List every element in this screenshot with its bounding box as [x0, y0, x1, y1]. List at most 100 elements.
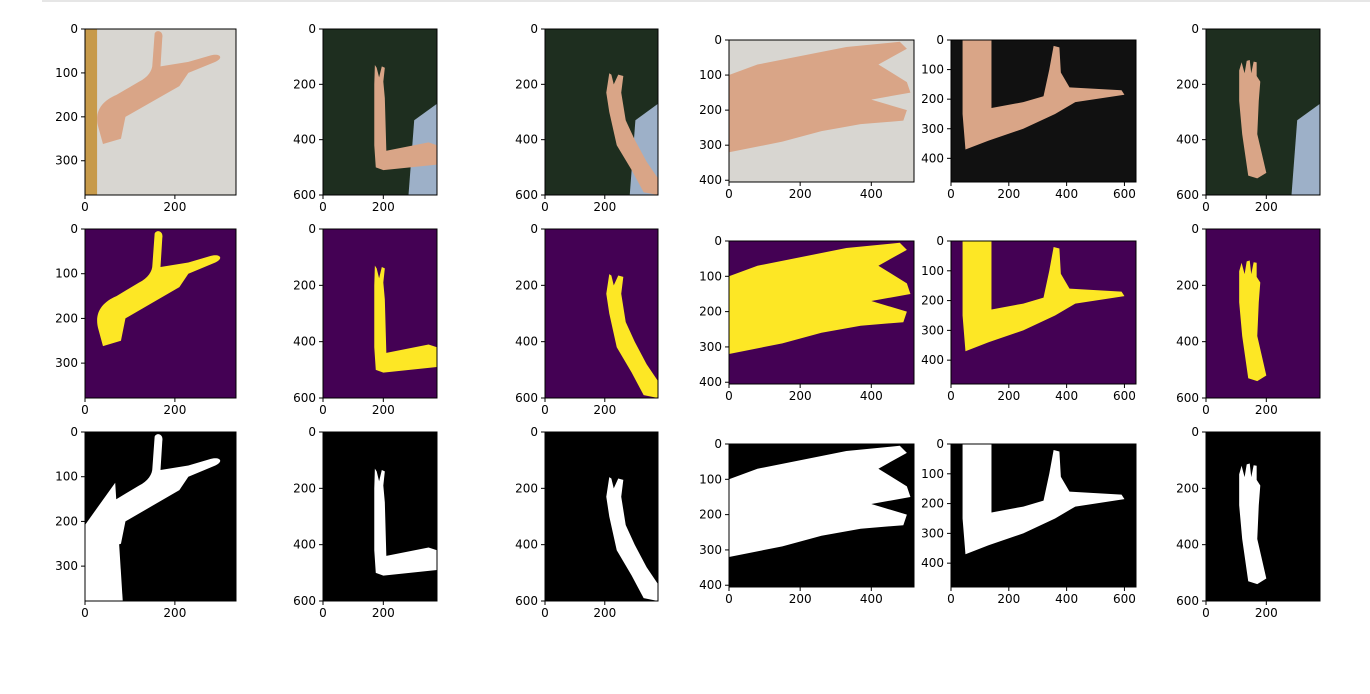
y-tick-label: 0 — [530, 425, 538, 439]
x-tick-label: 0 — [947, 592, 955, 606]
y-tick-label: 200 — [55, 514, 78, 528]
x-tick-label: 600 — [1113, 592, 1136, 606]
y-tick-label: 0 — [530, 222, 538, 236]
x-tick-label: 200 — [1255, 606, 1278, 620]
x-tick-label: 200 — [593, 200, 616, 214]
y-tick-label: 0 — [936, 437, 944, 451]
x-tick-label: 400 — [860, 389, 883, 403]
y-tick-label: 0 — [714, 33, 722, 47]
x-tick-label: 200 — [997, 592, 1020, 606]
y-tick-label: 0 — [1191, 425, 1199, 439]
x-tick-label: 0 — [319, 403, 327, 417]
binary-mask-axes-frame-1 — [84, 431, 237, 602]
y-tick-label: 400 — [1176, 335, 1199, 349]
binary-mask-axes-frame-5 — [950, 443, 1137, 588]
photo-axes-frame-2 — [322, 28, 438, 196]
x-tick-label: 400 — [1055, 187, 1078, 201]
x-tick-label: 0 — [725, 187, 733, 201]
y-tick-label: 200 — [293, 77, 316, 91]
photo-panel-1: 0 200 0 100 200 300 — [55, 22, 237, 214]
y-tick-label: 0 — [714, 437, 722, 451]
y-tick-label: 600 — [293, 391, 316, 405]
y-tick-label: 200 — [55, 110, 78, 124]
photo-axes-frame-3 — [544, 28, 659, 196]
x-tick-label: 0 — [947, 389, 955, 403]
y-tick-label: 300 — [921, 122, 944, 136]
y-tick-label: 400 — [293, 335, 316, 349]
binary-mask-axes-frame-4 — [728, 443, 915, 588]
x-tick-label: 0 — [541, 606, 549, 620]
photo-axes-frame-1 — [84, 28, 237, 196]
segmentation-mask-axes-frame-2 — [322, 228, 438, 399]
segmentation-mask-panel-6: 0 200 0 200 400 600 — [1176, 222, 1321, 417]
y-tick-label: 300 — [921, 323, 944, 337]
x-tick-label: 0 — [319, 606, 327, 620]
y-tick-label: 200 — [699, 508, 722, 522]
segmentation-mask-hand-shape-3 — [606, 274, 658, 398]
binary-mask-axes-frame-3 — [544, 431, 659, 602]
x-tick-label: 0 — [1202, 606, 1210, 620]
x-tick-label: 0 — [541, 403, 549, 417]
x-tick-label: 0 — [1202, 403, 1210, 417]
y-tick-label: 200 — [293, 278, 316, 292]
y-tick-label: 200 — [921, 92, 944, 106]
x-tick-label: 200 — [372, 200, 395, 214]
y-tick-label: 0 — [70, 222, 78, 236]
x-tick-label: 200 — [593, 403, 616, 417]
x-tick-label: 200 — [997, 389, 1020, 403]
y-tick-label: 0 — [70, 22, 78, 36]
x-tick-label: 0 — [319, 200, 327, 214]
x-tick-label: 0 — [725, 592, 733, 606]
segmentation-mask-hand-shape-2 — [374, 265, 437, 373]
y-tick-label: 0 — [308, 425, 316, 439]
binary-mask-hand-shape-1 — [97, 434, 221, 550]
y-tick-label: 100 — [921, 63, 944, 77]
photo-panel-5: 0 200 400 600 0 100 200 300 400 — [921, 33, 1137, 201]
y-tick-label: 400 — [293, 538, 316, 552]
x-tick-label: 200 — [372, 606, 395, 620]
y-tick-label: 300 — [699, 138, 722, 152]
x-tick-label: 400 — [860, 592, 883, 606]
x-tick-label: 0 — [81, 606, 89, 620]
y-tick-label: 200 — [55, 311, 78, 325]
x-tick-label: 200 — [372, 403, 395, 417]
segmentation-mask-axes-frame-6 — [1205, 228, 1321, 399]
y-tick-label: 300 — [699, 543, 722, 557]
y-tick-label: 0 — [530, 22, 538, 36]
photo-hand-shape-6 — [1239, 59, 1267, 179]
x-tick-label: 0 — [81, 403, 89, 417]
x-tick-label: 0 — [725, 389, 733, 403]
y-tick-label: 300 — [55, 356, 78, 370]
y-tick-label: 400 — [515, 538, 538, 552]
x-tick-label: 400 — [1055, 592, 1078, 606]
x-tick-label: 200 — [997, 187, 1020, 201]
y-tick-label: 600 — [293, 594, 316, 608]
y-tick-label: 400 — [699, 578, 722, 592]
binary-mask-axes-frame-6 — [1205, 431, 1321, 602]
y-tick-label: 300 — [699, 340, 722, 354]
y-tick-label: 200 — [515, 481, 538, 495]
x-tick-label: 200 — [789, 389, 812, 403]
binary-mask-hand-shape-6 — [1239, 463, 1267, 585]
photo-hand-shape-1 — [97, 31, 221, 145]
y-tick-label: 200 — [1176, 77, 1199, 91]
shirt-sleeve — [1291, 103, 1320, 195]
photo-hand-shape-2 — [374, 64, 437, 171]
y-tick-label: 0 — [308, 22, 316, 36]
binary-mask-hand-shape-3 — [606, 477, 658, 601]
binary-mask-panel-2: 0 200 0 200 400 600 — [293, 425, 438, 620]
y-tick-label: 400 — [1176, 538, 1199, 552]
y-tick-label: 100 — [55, 470, 78, 484]
y-tick-label: 200 — [921, 294, 944, 308]
segmentation-mask-axes-frame-1 — [84, 228, 237, 399]
segmentation-mask-axes-frame-5 — [950, 240, 1137, 385]
binary-mask-hand-shape-2 — [374, 468, 437, 576]
x-tick-label: 0 — [541, 200, 549, 214]
x-tick-label: 600 — [1113, 389, 1136, 403]
segmentation-mask-panel-3: 0 200 0 200 400 600 — [515, 222, 659, 417]
y-tick-label: 200 — [515, 77, 538, 91]
segmentation-mask-axes-frame-4 — [728, 240, 915, 385]
segmentation-mask-panel-5: 0 200 400 600 0 100 200 300 400 — [921, 234, 1137, 403]
